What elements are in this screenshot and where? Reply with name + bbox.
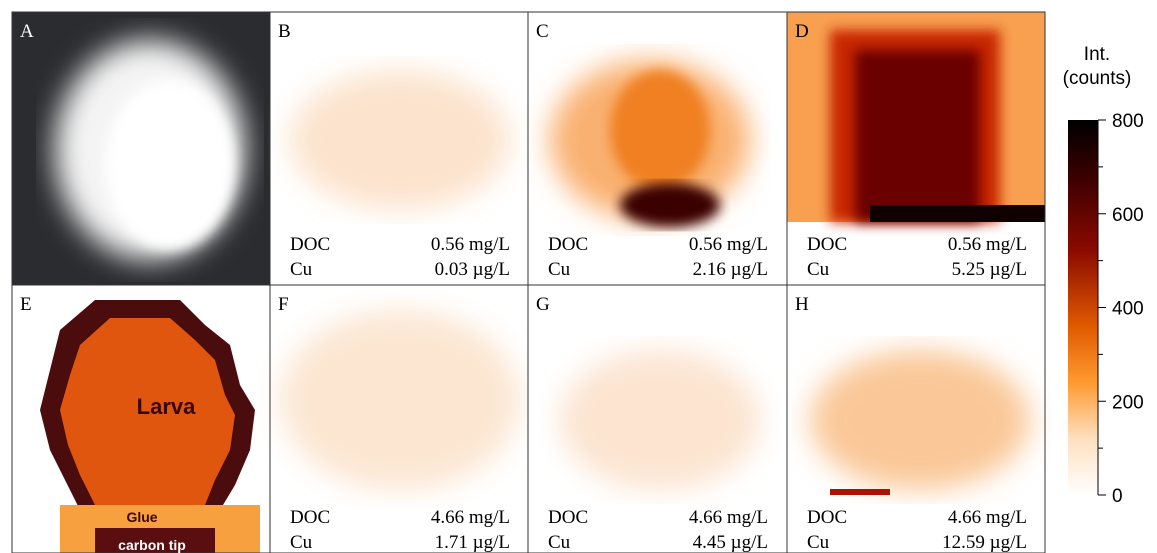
heatmap (810, 350, 1030, 490)
doc-value: 4.66 mg/L (689, 507, 768, 528)
cu-value: 5.25 µg/L (952, 259, 1027, 280)
heatmap (560, 350, 760, 490)
diagram-label: Larva (137, 394, 196, 419)
cu-label: Cu (548, 259, 571, 280)
panel-letter: D (795, 21, 809, 42)
larva-photo (105, 80, 235, 250)
doc-value: 0.56 mg/L (431, 234, 510, 255)
cu-label: Cu (548, 532, 571, 553)
doc-label: DOC (548, 507, 588, 528)
heatmap (620, 183, 720, 227)
tick-label: 800 (1112, 111, 1144, 132)
heatmap (855, 50, 980, 222)
panel-letter: F (278, 294, 289, 315)
panel-letter: G (536, 294, 550, 315)
cu-label: Cu (290, 532, 313, 553)
heatmap (290, 70, 510, 210)
diagram-label: carbon tip (118, 537, 186, 553)
cu-value: 2.16 µg/L (693, 259, 768, 280)
cu-label: Cu (807, 259, 830, 280)
panel-letter: E (20, 294, 32, 315)
tick-label: 400 (1112, 299, 1144, 320)
heatmap (610, 70, 710, 190)
tick-label: 0 (1112, 486, 1123, 507)
panel-letter: H (795, 294, 809, 315)
cu-value: 1.71 µg/L (435, 532, 510, 553)
cu-value: 12.59 µg/L (942, 532, 1027, 553)
panel-letter: A (20, 21, 34, 42)
doc-label: DOC (290, 507, 330, 528)
cu-label: Cu (807, 532, 830, 553)
tick-label: 200 (1112, 392, 1144, 413)
doc-value: 0.56 mg/L (948, 234, 1027, 255)
doc-label: DOC (807, 507, 847, 528)
larva-body (60, 318, 235, 505)
tick-label: 600 (1112, 205, 1144, 226)
colorbar-title: Int. (1084, 44, 1110, 65)
doc-value: 4.66 mg/L (948, 507, 1027, 528)
cu-value: 0.03 µg/L (435, 259, 510, 280)
heatmap (280, 310, 520, 490)
doc-label: DOC (548, 234, 588, 255)
doc-label: DOC (290, 234, 330, 255)
colorbar-title: (counts) (1063, 68, 1132, 89)
heatmap (870, 205, 1045, 222)
panel-letter: B (278, 21, 291, 42)
cu-label: Cu (290, 259, 313, 280)
colorbar (1068, 120, 1098, 495)
panel-images (11, 11, 1098, 553)
diagram-label: Glue (126, 509, 157, 525)
cu-value: 4.45 µg/L (693, 532, 768, 553)
doc-value: 0.56 mg/L (689, 234, 768, 255)
heatmap (830, 489, 890, 495)
panel-letter: C (536, 21, 549, 42)
carbon-tip (95, 528, 215, 553)
doc-label: DOC (807, 234, 847, 255)
doc-value: 4.66 mg/L (431, 507, 510, 528)
